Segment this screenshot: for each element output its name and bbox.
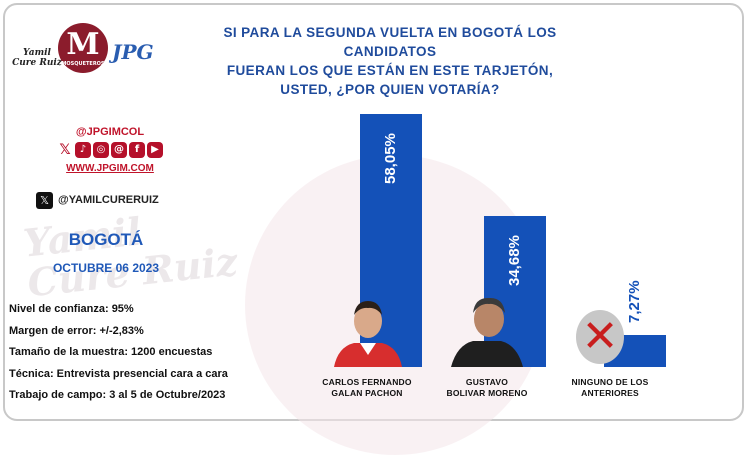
mosqueteros-badge: M MOSQUETEROS xyxy=(58,23,108,73)
category-label: CARLOS FERNANDO GALAN PACHON xyxy=(312,377,422,399)
logo-name: Yamil Cure Ruiz xyxy=(12,48,62,68)
website-link[interactable]: WWW.JPGIM.COM xyxy=(66,163,154,174)
threads-icon[interactable]: @ xyxy=(111,142,127,158)
page-title: SI PARA LA SEGUNDA VUELTA EN BOGOTÁ LOS … xyxy=(190,23,590,99)
category-label-line: GUSTAVO xyxy=(465,377,509,387)
candidate-photo-bolivar xyxy=(451,297,523,367)
x-handle-row: 𝕏 @YAMILCURERUIZ xyxy=(36,191,159,209)
bar-value-label: 34,68% xyxy=(506,235,523,286)
brand-logo: Yamil Cure Ruiz M MOSQUETEROS JPG xyxy=(12,18,162,118)
instagram-icon[interactable]: ◎ xyxy=(93,142,109,158)
social-block: @JPGIMCOL 𝕏 ♪ ◎ @ f ▶ WWW.JPGIM.COM xyxy=(55,126,165,174)
candidate-photo-galan xyxy=(334,301,402,367)
category-label: GUSTAVO BOLIVAR MORENO xyxy=(432,377,542,399)
title-line: FUERAN LOS QUE ESTÁN EN ESTE TARJETÓN, xyxy=(226,63,554,78)
category-label-line: NINGUNO DE LOS xyxy=(571,377,649,387)
jpg-logo: JPG xyxy=(112,40,154,64)
title-line: SI PARA LA SEGUNDA VUELTA EN BOGOTÁ LOS … xyxy=(223,25,557,59)
technical-sheet: Nivel de confianza: 95% Margen de error:… xyxy=(9,303,228,411)
tech-line: Técnica: Entrevista presencial cara a ca… xyxy=(9,367,228,380)
youtube-icon[interactable]: ▶ xyxy=(147,142,163,158)
date-label: OCTUBRE 06 2023 xyxy=(52,261,160,275)
category-label-line: CARLOS FERNANDO xyxy=(322,377,412,387)
category-label-line: GALAN PACHON xyxy=(331,388,403,398)
logo-name-line: Cure Ruiz xyxy=(12,58,62,68)
tech-line: Tamaño de la muestra: 1200 encuestas xyxy=(9,346,213,358)
x-logo-icon: 𝕏 xyxy=(36,191,53,209)
logo-name-line: Yamil xyxy=(23,48,51,58)
bar-value-label: 58,05% xyxy=(382,133,399,184)
city-label: BOGOTÁ xyxy=(68,230,144,249)
tech-line: Nivel de confianza: 95% xyxy=(9,303,134,315)
social-icons: 𝕏 ♪ ◎ @ f ▶ xyxy=(55,142,165,160)
facebook-icon[interactable]: f xyxy=(129,142,145,158)
none-option-icon: ✕ xyxy=(576,310,624,364)
category-label-line: BOLIVAR MORENO xyxy=(446,388,528,398)
title-line: USTED, ¿POR QUIEN VOTARÍA? xyxy=(280,82,500,97)
badge-letter: M xyxy=(66,27,100,62)
category-label: NINGUNO DE LOS ANTERIORES xyxy=(555,377,665,399)
bar-value-label: 7,27% xyxy=(626,280,643,324)
category-label-line: ANTERIORES xyxy=(581,388,639,398)
tech-line: Margen de error: +/-2,83% xyxy=(9,324,144,337)
tech-line: Trabajo de campo: 3 al 5 de Octubre/2023 xyxy=(9,389,226,401)
badge-word: MOSQUETEROS xyxy=(61,61,105,67)
tiktok-icon[interactable]: ♪ xyxy=(75,142,91,158)
x-handle[interactable]: @YAMILCURERUIZ xyxy=(58,194,159,206)
social-handle[interactable]: @JPGIMCOL xyxy=(75,126,145,138)
x-icon[interactable]: 𝕏 xyxy=(59,142,71,158)
